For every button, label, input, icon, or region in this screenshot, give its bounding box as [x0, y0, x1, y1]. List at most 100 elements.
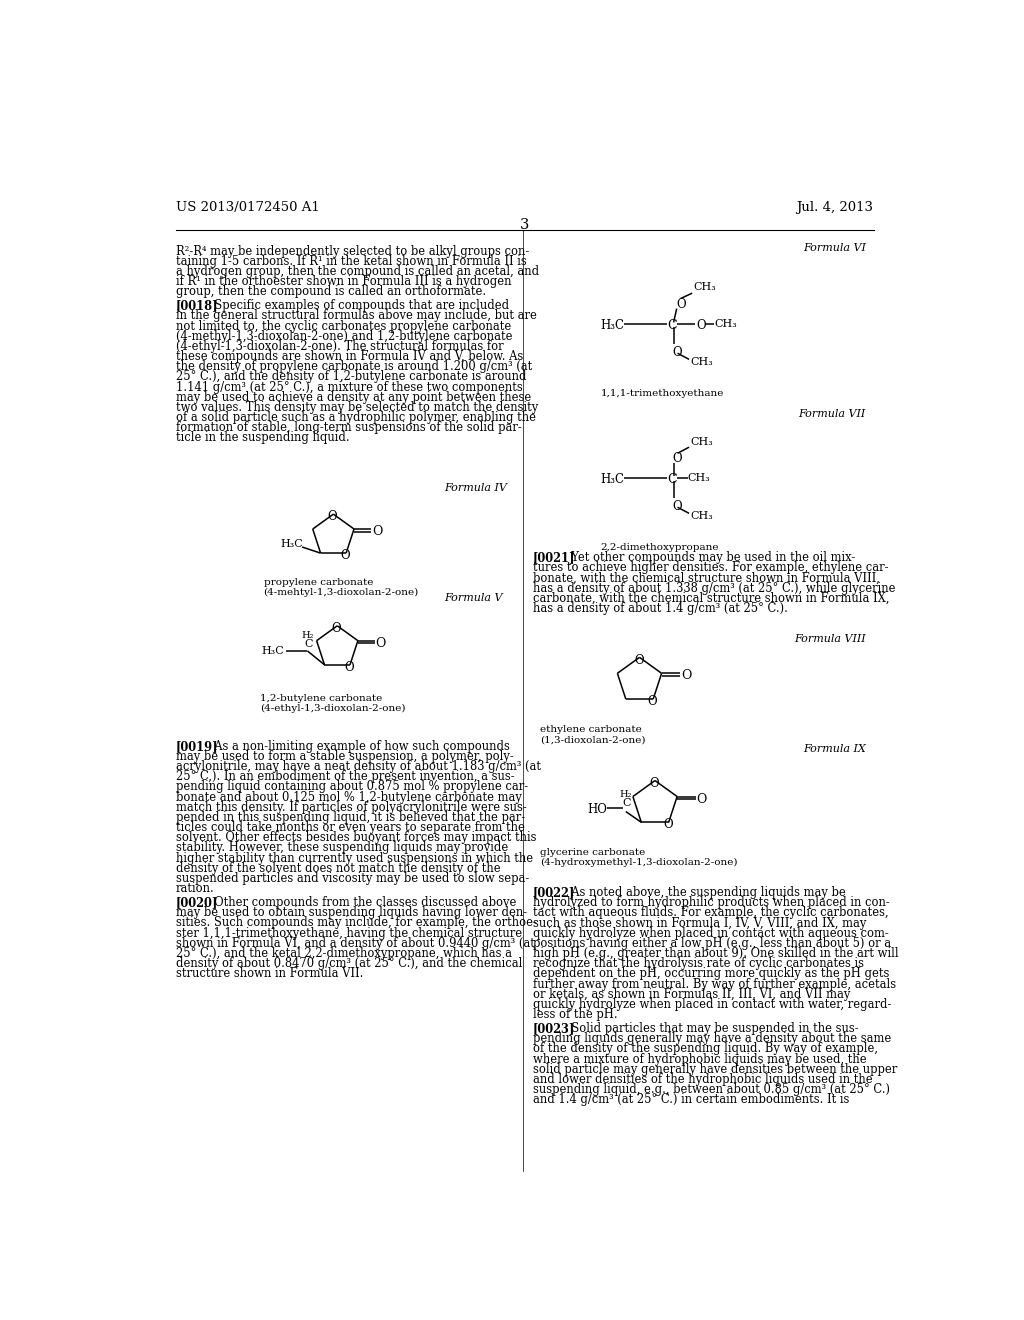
Text: solid particle may generally have densities between the upper: solid particle may generally have densit… — [532, 1063, 897, 1076]
Text: CH₃: CH₃ — [687, 473, 711, 483]
Text: Formula V: Formula V — [444, 594, 503, 603]
Text: pended in this suspending liquid, it is believed that the par-: pended in this suspending liquid, it is … — [176, 810, 525, 824]
Text: may be used to form a stable suspension, a polymer, poly-: may be used to form a stable suspension,… — [176, 750, 514, 763]
Text: may be used to achieve a density at any point between these: may be used to achieve a density at any … — [176, 391, 531, 404]
Text: shown in Formula VI, and a density of about 0.9440 g/cm³ (at: shown in Formula VI, and a density of ab… — [176, 937, 535, 949]
Text: Yet other compounds may be used in the oil mix-: Yet other compounds may be used in the o… — [563, 552, 855, 564]
Text: sities. Such compounds may include, for example, the orthoe-: sities. Such compounds may include, for … — [176, 916, 537, 929]
Text: suspending liquid, e.g., between about 0.85 g/cm³ (at 25° C.): suspending liquid, e.g., between about 0… — [532, 1082, 890, 1096]
Text: CH₃: CH₃ — [690, 358, 714, 367]
Text: US 2013/0172450 A1: US 2013/0172450 A1 — [176, 201, 319, 214]
Text: (1,3-dioxolan-2-one): (1,3-dioxolan-2-one) — [541, 735, 646, 744]
Text: the density of propylene carbonate is around 1.200 g/cm³ (at: the density of propylene carbonate is ar… — [176, 360, 532, 374]
Text: HO: HO — [587, 803, 607, 816]
Text: O: O — [649, 776, 659, 789]
Text: CH₃: CH₃ — [690, 511, 714, 521]
Text: tact with aqueous fluids. For example, the cyclic carbonates,: tact with aqueous fluids. For example, t… — [532, 907, 888, 919]
Text: (4-ethyl-1,3-dioxolan-2-one). The structural formulas for: (4-ethyl-1,3-dioxolan-2-one). The struct… — [176, 341, 504, 352]
Text: Formula IX: Formula IX — [803, 743, 866, 754]
Text: H₂: H₂ — [301, 631, 313, 640]
Text: propylene carbonate: propylene carbonate — [263, 578, 373, 587]
Text: [0019]: [0019] — [176, 739, 219, 752]
Text: [0018]: [0018] — [176, 300, 219, 313]
Text: 1.141 g/cm³ (at 25° C.), a mixture of these two components: 1.141 g/cm³ (at 25° C.), a mixture of th… — [176, 380, 523, 393]
Text: Other compounds from the classes discussed above: Other compounds from the classes discuss… — [207, 896, 516, 909]
Text: structure shown in Formula VII.: structure shown in Formula VII. — [176, 968, 364, 981]
Text: O: O — [328, 511, 338, 523]
Text: not limited to, the cyclic carbonates propylene carbonate: not limited to, the cyclic carbonates pr… — [176, 319, 511, 333]
Text: glycerine carbonate: glycerine carbonate — [541, 849, 645, 857]
Text: of a solid particle such as a hydrophilic polymer, enabling the: of a solid particle such as a hydrophili… — [176, 411, 536, 424]
Text: quickly hydrolyze when placed in contact with aqueous com-: quickly hydrolyze when placed in contact… — [532, 927, 888, 940]
Text: R²-R⁴ may be independently selected to be alkyl groups con-: R²-R⁴ may be independently selected to b… — [176, 244, 529, 257]
Text: acrylonitrile, may have a neat density of about 1.183 g/cm³ (at: acrylonitrile, may have a neat density o… — [176, 760, 541, 774]
Text: density of the solvent does not match the density of the: density of the solvent does not match th… — [176, 862, 501, 875]
Text: 25° C.), and the ketal 2,2-dimethoxypropane, which has a: 25° C.), and the ketal 2,2-dimethoxyprop… — [176, 946, 512, 960]
Text: O: O — [697, 318, 707, 331]
Text: formation of stable, long-term suspensions of the solid par-: formation of stable, long-term suspensio… — [176, 421, 522, 434]
Text: group, then the compound is called an orthoformate.: group, then the compound is called an or… — [176, 285, 486, 298]
Text: match this density. If particles of polyacrylonitrile were sus-: match this density. If particles of poly… — [176, 801, 526, 813]
Text: positions having either a low pH (e.g., less than about 5) or a: positions having either a low pH (e.g., … — [532, 937, 891, 950]
Text: As noted above, the suspending liquids may be: As noted above, the suspending liquids m… — [563, 886, 845, 899]
Text: (4-ethyl-1,3-dioxolan-2-one): (4-ethyl-1,3-dioxolan-2-one) — [260, 704, 406, 713]
Text: O: O — [664, 818, 673, 832]
Text: recognize that the hydrolysis rate of cyclic carbonates is: recognize that the hydrolysis rate of cy… — [532, 957, 863, 970]
Text: Formula VI: Formula VI — [803, 243, 866, 253]
Text: Jul. 4, 2013: Jul. 4, 2013 — [797, 201, 873, 214]
Text: O: O — [647, 696, 657, 709]
Text: O: O — [341, 549, 350, 562]
Text: pending liquid containing about 0.875 mol % propylene car-: pending liquid containing about 0.875 mo… — [176, 780, 528, 793]
Text: or ketals, as shown in Formulas II, III, VI, and VII may: or ketals, as shown in Formulas II, III,… — [532, 987, 850, 1001]
Text: hydrolyzed to form hydrophilic products when placed in con-: hydrolyzed to form hydrophilic products … — [532, 896, 889, 909]
Text: [0022]: [0022] — [532, 886, 574, 899]
Text: less of the pH.: less of the pH. — [532, 1008, 617, 1020]
Text: 25° C.), and the density of 1,2-butylene carbonate is around: 25° C.), and the density of 1,2-butylene… — [176, 371, 526, 383]
Text: pending liquids generally may have a density about the same: pending liquids generally may have a den… — [532, 1032, 891, 1045]
Text: 1,1,1-trimethoxyethane: 1,1,1-trimethoxyethane — [601, 389, 724, 399]
Text: stability. However, these suspending liquids may provide: stability. However, these suspending liq… — [176, 841, 508, 854]
Text: bonate and about 0.125 mol % 1,2-butylene carbonate may: bonate and about 0.125 mol % 1,2-butylen… — [176, 791, 522, 804]
Text: Formula VII: Formula VII — [799, 409, 866, 418]
Text: has a density of about 1.4 g/cm³ (at 25° C.).: has a density of about 1.4 g/cm³ (at 25°… — [532, 602, 787, 615]
Text: quickly hydrolyze when placed in contact with water, regard-: quickly hydrolyze when placed in contact… — [532, 998, 891, 1011]
Text: solvent. Other effects besides buoyant forces may impact this: solvent. Other effects besides buoyant f… — [176, 832, 537, 845]
Text: may be used to obtain suspending liquids having lower den-: may be used to obtain suspending liquids… — [176, 907, 527, 919]
Text: Solid particles that may be suspended in the sus-: Solid particles that may be suspended in… — [563, 1022, 858, 1035]
Text: two values. This density may be selected to match the density: two values. This density may be selected… — [176, 401, 539, 414]
Text: has a density of about 1.338 g/cm³ (at 25° C.), while glycerine: has a density of about 1.338 g/cm³ (at 2… — [532, 582, 895, 594]
Text: As a non-limiting example of how such compounds: As a non-limiting example of how such co… — [207, 739, 510, 752]
Text: 3: 3 — [520, 218, 529, 232]
Text: of the density of the suspending liquid. By way of example,: of the density of the suspending liquid.… — [532, 1043, 878, 1056]
Text: ticle in the suspending liquid.: ticle in the suspending liquid. — [176, 432, 349, 445]
Text: (4-mehtyl-1,3-dioxolan-2-one): (4-mehtyl-1,3-dioxolan-2-one) — [263, 589, 419, 597]
Text: O: O — [696, 793, 707, 805]
Text: CH₃: CH₃ — [690, 437, 714, 447]
Text: bonate, with the chemical structure shown in Formula VIII,: bonate, with the chemical structure show… — [532, 572, 880, 585]
Text: such as those shown in Formula I, IV, V, VIII, and IX, may: such as those shown in Formula I, IV, V,… — [532, 916, 866, 929]
Text: ticles could take months or even years to separate from the: ticles could take months or even years t… — [176, 821, 525, 834]
Text: where a mixture of hydrophobic liquids may be used, the: where a mixture of hydrophobic liquids m… — [532, 1052, 866, 1065]
Text: H₃C: H₃C — [261, 645, 284, 656]
Text: high pH (e.g., greater than about 9). One skilled in the art will: high pH (e.g., greater than about 9). On… — [532, 946, 898, 960]
Text: if R¹ in the orthoester shown in Formula III is a hydrogen: if R¹ in the orthoester shown in Formula… — [176, 275, 512, 288]
Text: higher stability than currently used suspensions in which the: higher stability than currently used sus… — [176, 851, 534, 865]
Text: CH₃: CH₃ — [693, 281, 717, 292]
Text: O: O — [673, 346, 682, 359]
Text: O: O — [676, 298, 685, 310]
Text: [0023]: [0023] — [532, 1022, 574, 1035]
Text: O: O — [332, 622, 341, 635]
Text: (4-hydroxymethyl-1,3-dioxolan-2-one): (4-hydroxymethyl-1,3-dioxolan-2-one) — [541, 858, 738, 867]
Text: in the general structural formulas above may include, but are: in the general structural formulas above… — [176, 309, 537, 322]
Text: H₃C: H₃C — [601, 318, 625, 331]
Text: taining 1-5 carbons. If R¹ in the ketal shown in Formula II is: taining 1-5 carbons. If R¹ in the ketal … — [176, 255, 526, 268]
Text: C: C — [623, 799, 631, 808]
Text: C: C — [304, 639, 313, 649]
Text: tures to achieve higher densities. For example, ethylene car-: tures to achieve higher densities. For e… — [532, 561, 888, 574]
Text: 2,2-dimethoxypropane: 2,2-dimethoxypropane — [601, 544, 719, 552]
Text: O: O — [376, 636, 386, 649]
Text: further away from neutral. By way of further example, acetals: further away from neutral. By way of fur… — [532, 978, 896, 990]
Text: and 1.4 g/cm³ (at 25° C.) in certain embodiments. It is: and 1.4 g/cm³ (at 25° C.) in certain emb… — [532, 1093, 849, 1106]
Text: these compounds are shown in Formula IV and V, below. As: these compounds are shown in Formula IV … — [176, 350, 523, 363]
Text: [0021]: [0021] — [532, 552, 575, 564]
